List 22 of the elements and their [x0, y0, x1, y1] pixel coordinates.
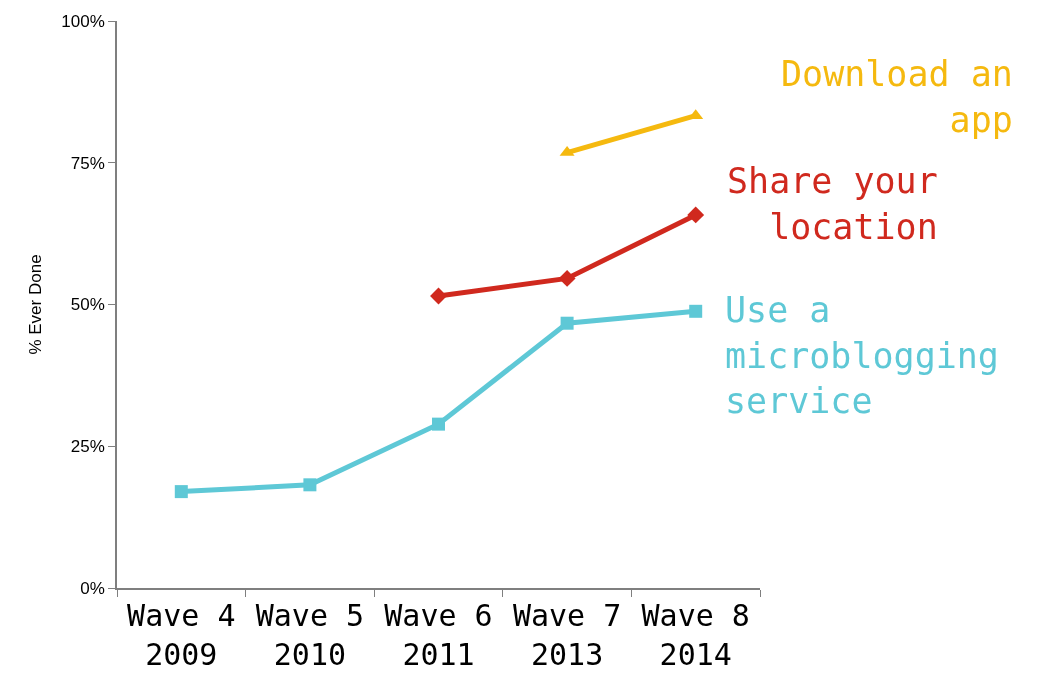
y-tick-label: 0%: [80, 578, 105, 598]
point: [689, 304, 703, 318]
x-tick-label: Wave 5 2010: [255, 597, 365, 672]
y-axis-title: % Ever Done: [26, 254, 46, 355]
point: [174, 485, 188, 499]
point: [558, 269, 576, 287]
y-tick-label: 50%: [70, 295, 105, 315]
y-tick-label: 100%: [61, 11, 105, 31]
point: [430, 287, 447, 305]
point: [687, 206, 705, 224]
x-tick-label: Wave 6 2011: [384, 597, 493, 672]
point: [432, 417, 445, 431]
x-tick-label: Wave 7 2013: [512, 597, 622, 672]
series-label: Use a microblogging service: [725, 290, 999, 421]
x-tick-label: Wave 8 2014: [641, 597, 750, 672]
y-tick-label: 75%: [70, 153, 105, 173]
point: [303, 478, 317, 492]
y-tick-label: 25%: [70, 437, 105, 457]
text: Download an app: [781, 54, 1013, 140]
x-tick-label: Wave 4 2009: [127, 597, 236, 672]
point: [560, 316, 574, 330]
series-label: Share your location: [727, 161, 938, 247]
